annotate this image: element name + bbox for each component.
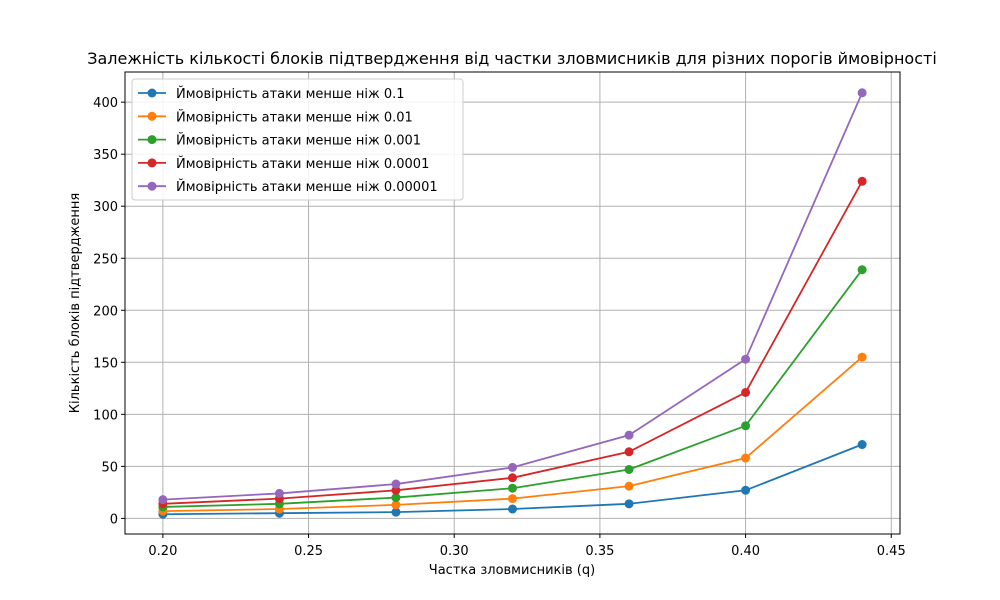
legend-marker (147, 158, 157, 168)
y-tick-label: 50 (101, 460, 118, 475)
data-point (857, 176, 867, 186)
data-point (508, 504, 517, 514)
x-tick-label: 0.35 (585, 544, 614, 559)
data-point (158, 495, 168, 505)
data-point (624, 499, 634, 509)
legend-marker (147, 88, 157, 98)
data-point (508, 483, 517, 493)
data-point (274, 488, 284, 498)
data-point (391, 493, 401, 503)
data-point (391, 507, 401, 517)
data-point (741, 387, 751, 397)
data-point (741, 485, 751, 495)
data-point (857, 265, 867, 275)
data-point (857, 352, 867, 362)
data-point (391, 479, 401, 489)
y-tick-label: 200 (93, 304, 118, 319)
legend: Ймовірність атаки менше ніж 0.1 Ймовірніс… (131, 78, 464, 201)
x-tick-label: 0.25 (294, 544, 323, 559)
y-axis-label: Кількість блоків підтвердження (68, 193, 83, 413)
data-point (508, 462, 517, 472)
data-point (741, 354, 751, 364)
plot-frame (124, 71, 901, 535)
data-point (508, 473, 517, 483)
data-point (624, 481, 634, 491)
grid (125, 72, 900, 534)
data-point (741, 421, 751, 431)
data-point (624, 447, 634, 457)
data-point (857, 440, 867, 450)
chart-title: Залежність кількості блоків підтвердженн… (87, 49, 937, 68)
legend-entry: Ймовірність атаки менше ніж 0.01 (176, 109, 413, 125)
y-tick-label: 0 (110, 512, 118, 527)
x-tick-label: 0.30 (440, 544, 469, 559)
legend-entry: Ймовірність атаки менше ніж 0.0001 (176, 156, 429, 172)
data-point (857, 88, 867, 98)
data-point (741, 453, 751, 463)
x-tick-label: 0.20 (148, 544, 177, 559)
y-tick-label: 350 (93, 148, 118, 163)
legend-entry: Ймовірність атаки менше ніж 0.00001 (176, 179, 438, 195)
y-tick-label: 150 (93, 356, 118, 371)
data-point (391, 500, 401, 510)
legend-box (131, 78, 464, 201)
y-tick-label: 250 (93, 252, 118, 267)
axis-ticks: 0.20 0.25 0.30 0.35 0.40 0.45 0 50 100 150 200 250 3… (93, 96, 906, 559)
y-tick-label: 100 (93, 408, 118, 423)
data-point (508, 494, 517, 504)
series-layer (158, 88, 867, 519)
x-axis-label: Частка зловмисників (q) (429, 563, 595, 578)
data-point (624, 464, 634, 474)
legend-marker (147, 135, 157, 145)
x-tick-label: 0.45 (877, 544, 906, 559)
legend-marker (147, 111, 157, 121)
y-tick-label: 300 (93, 200, 118, 215)
data-point (624, 430, 634, 440)
y-tick-label: 400 (93, 96, 118, 111)
legend-marker (147, 181, 157, 191)
series-line (162, 180, 863, 505)
data-point (391, 485, 401, 495)
legend-entry: Ймовірність атаки менше ніж 0.001 (176, 133, 421, 149)
legend-entry: Ймовірність атаки менше ніж 0.1 (176, 86, 405, 102)
x-tick-label: 0.40 (731, 544, 760, 559)
